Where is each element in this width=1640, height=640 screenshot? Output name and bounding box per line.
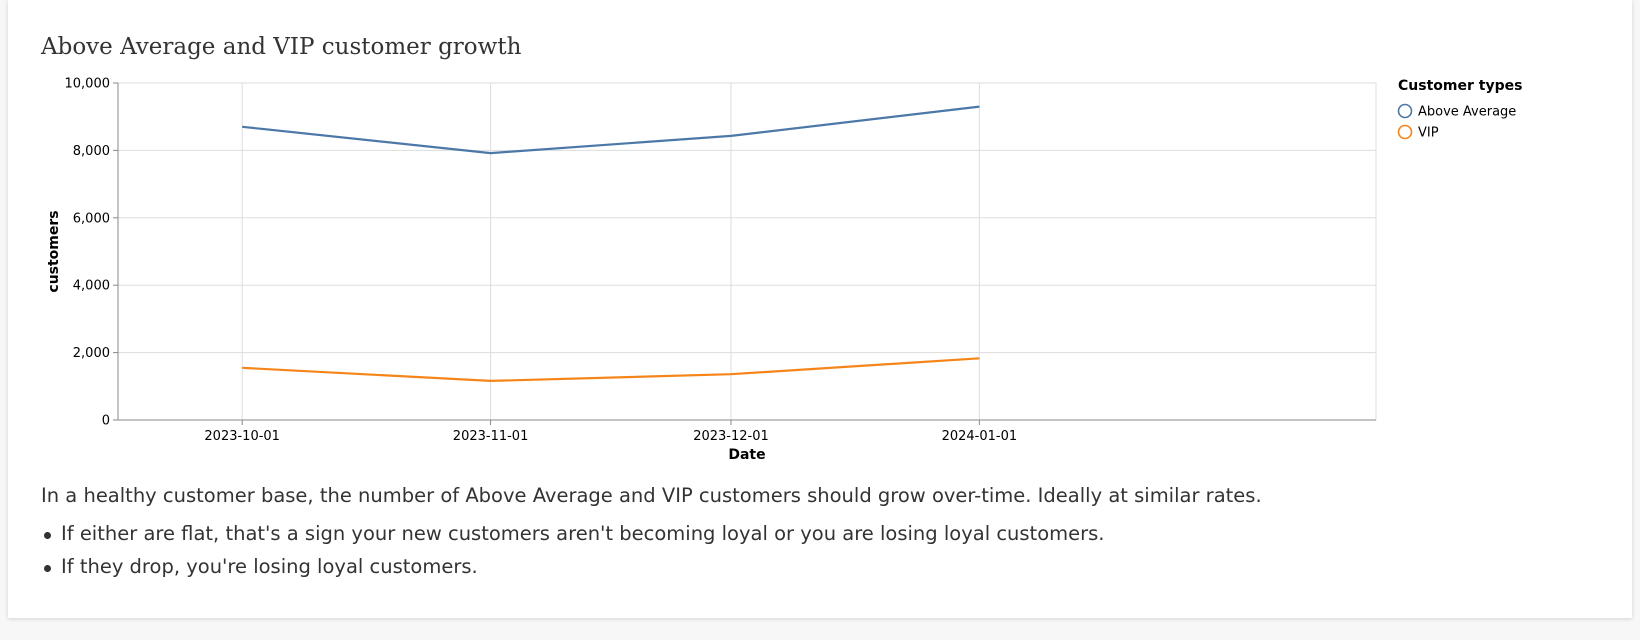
y-tick-label: 4,000 (73, 279, 110, 294)
series-line-vip (242, 357, 980, 382)
legend-symbol (1397, 103, 1413, 119)
y-axis-title: customers (46, 210, 62, 292)
chart-card: Above Average and VIP customer growth 0 2… (8, 0, 1632, 618)
series-line-above-average (242, 105, 980, 155)
y-tick-label: 10,000 (65, 77, 111, 92)
y-tick-label: 8,000 (73, 144, 110, 159)
line-chart: 0 2,000 4,000 6,000 8,000 10,000 2023-10-01 202… (46, 77, 1522, 464)
x-tick-label: 2024-01-01 (942, 429, 1018, 444)
bullet-item: If either are flat, that's a sign your n… (41, 522, 1105, 555)
y-tick-label: 0 (102, 414, 110, 429)
legend-label: Above Average (1418, 105, 1516, 120)
x-tick-label: 2023-12-01 (693, 429, 769, 444)
chart-title: Above Average and VIP customer growth (41, 34, 522, 60)
legend-label: VIP (1418, 126, 1439, 141)
x-axis-title: Date (728, 447, 765, 463)
legend-symbol (1397, 124, 1413, 140)
y-tick-label: 6,000 (73, 211, 110, 226)
chart-description: In a healthy customer base, the number o… (41, 484, 1262, 507)
legend-title: Customer types (1398, 78, 1522, 94)
x-tick-label: 2023-10-01 (204, 429, 280, 444)
bullet-item: If they drop, you're losing loyal custom… (41, 555, 1105, 588)
x-tick-label: 2023-11-01 (453, 429, 529, 444)
bullet-list: If either are flat, that's a sign your n… (41, 522, 1105, 588)
y-tick-label: 2,000 (73, 346, 110, 361)
